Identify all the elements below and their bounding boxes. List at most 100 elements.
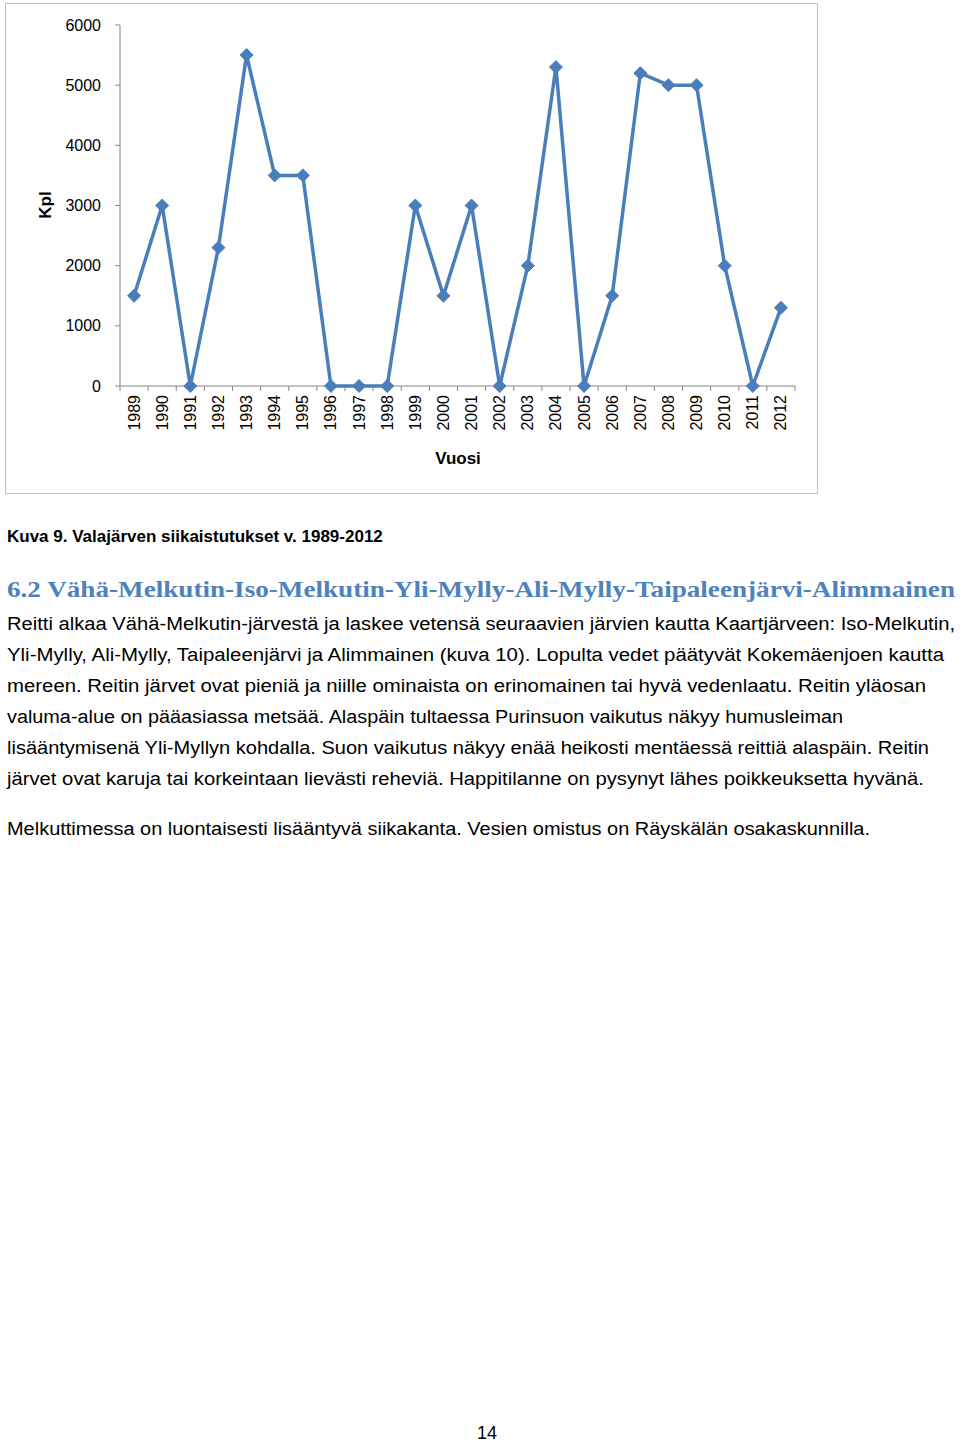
x-tick-label: 1996 [322,395,339,431]
x-tick-label: 1989 [126,395,143,431]
y-tick [115,145,120,146]
x-tick-label: 1992 [210,395,227,431]
x-tick [654,386,655,391]
data-marker [184,380,197,393]
x-tick [148,386,149,391]
x-tick [457,386,458,391]
data-marker [409,199,422,212]
data-marker [268,169,281,182]
data-marker [690,79,703,92]
y-tick-label: 2000 [65,257,101,274]
data-marker [634,67,647,80]
x-tick-label: 1990 [154,395,171,431]
x-tick [682,386,683,391]
data-marker [465,199,478,212]
x-tick-label: 1999 [407,395,424,431]
x-tick-label: 2012 [772,395,789,431]
x-tick-label: 2006 [604,395,621,431]
x-tick [570,386,571,391]
x-tick-label: 2003 [519,395,536,431]
data-marker [746,380,759,393]
y-tick-label: 6000 [65,17,101,34]
data-marker [212,241,225,254]
x-tick [738,386,739,391]
data-marker [296,169,309,182]
x-tick-label: 1994 [266,395,283,431]
data-marker [353,380,366,393]
data-marker [718,259,731,272]
x-tick [232,386,233,391]
y-tick [115,265,120,266]
x-tick-label: 1998 [379,395,396,431]
x-tick-label: 2009 [688,395,705,431]
x-tick [710,386,711,391]
body-line: Reitti alkaa Vähä-Melkutin-järvestä ja l… [7,614,955,634]
x-tick [485,386,486,391]
page-number: 14 [477,1423,497,1442]
y-tick [115,25,120,26]
body-line: valuma-alue on pääasiassa metsää. Alaspä… [7,707,843,727]
y-tick [115,386,120,387]
x-tick-label: 1993 [238,395,255,431]
data-marker [493,380,506,393]
data-marker [774,301,787,314]
x-tick [766,386,767,391]
data-marker [662,79,675,92]
y-tick-label: 1000 [65,317,101,334]
data-marker [606,289,619,302]
body-line: Yli-Mylly, Ali-Mylly, Taipaleenjärvi ja … [7,645,945,665]
chart-frame [6,4,818,494]
data-marker [437,289,450,302]
x-tick [541,386,542,391]
y-tick-label: 4000 [65,137,101,154]
body-line: Melkuttimessa on luontaisesti lisääntyvä… [7,819,870,839]
x-tick [204,386,205,391]
x-tick [288,386,289,391]
y-tick-label: 3000 [65,197,101,214]
x-tick-label: 2010 [716,395,733,431]
x-tick-label: 2000 [435,395,452,431]
data-marker [521,259,534,272]
x-tick-label: 1997 [351,395,368,431]
page: 0 1000 2000 3000 4000 5000 6000 1989 1990 1991 199… [0,0,960,1442]
y-tick-label: 5000 [65,77,101,94]
x-tick [513,386,514,391]
data-marker [324,380,337,393]
caption: Kuva 9. Valajärven siikaistutukset v. 19… [7,527,383,546]
data-marker [578,380,591,393]
y-axis-title: Kpl [36,191,55,218]
data-line [134,55,781,386]
y-tick [115,85,120,86]
x-tick-label: 2002 [491,395,508,431]
x-tick-label: 2008 [660,395,677,431]
y-tick [115,205,120,206]
x-tick-label: 2001 [463,395,480,431]
x-tick-label: 2004 [547,395,564,431]
x-tick [120,386,121,391]
data-marker [549,61,562,74]
x-tick [176,386,177,391]
x-tick-label: 2007 [632,395,649,431]
x-tick [316,386,317,391]
x-tick [260,386,261,391]
x-tick-label: 2011 [744,395,761,430]
body-line: lisääntymisenä Yli-Myllyn kohdalla. Suon… [7,738,929,758]
x-axis-title: Vuosi [435,449,481,468]
plot-area [128,49,788,393]
x-tick [598,386,599,391]
section-heading: 6.2 Vähä-Melkutin-Iso-Melkutin-Yli-Mylly… [7,577,955,602]
x-tick [626,386,627,391]
data-marker [381,380,394,393]
x-tick-label: 1995 [294,395,311,431]
x-tick-label: 2005 [576,395,593,431]
y-tick-label: 0 [92,378,101,395]
body-line: mereen. Reitin järvet ovat pieniä ja nii… [7,676,926,696]
data-marker [156,199,169,212]
body-line: järvet ovat karuja tai korkeintaan lievä… [6,769,924,789]
x-tick [429,386,430,391]
x-tick-label: 1991 [182,395,199,431]
data-marker [128,289,141,302]
x-tick [795,386,796,391]
y-tick [115,325,120,326]
x-tick [401,386,402,391]
